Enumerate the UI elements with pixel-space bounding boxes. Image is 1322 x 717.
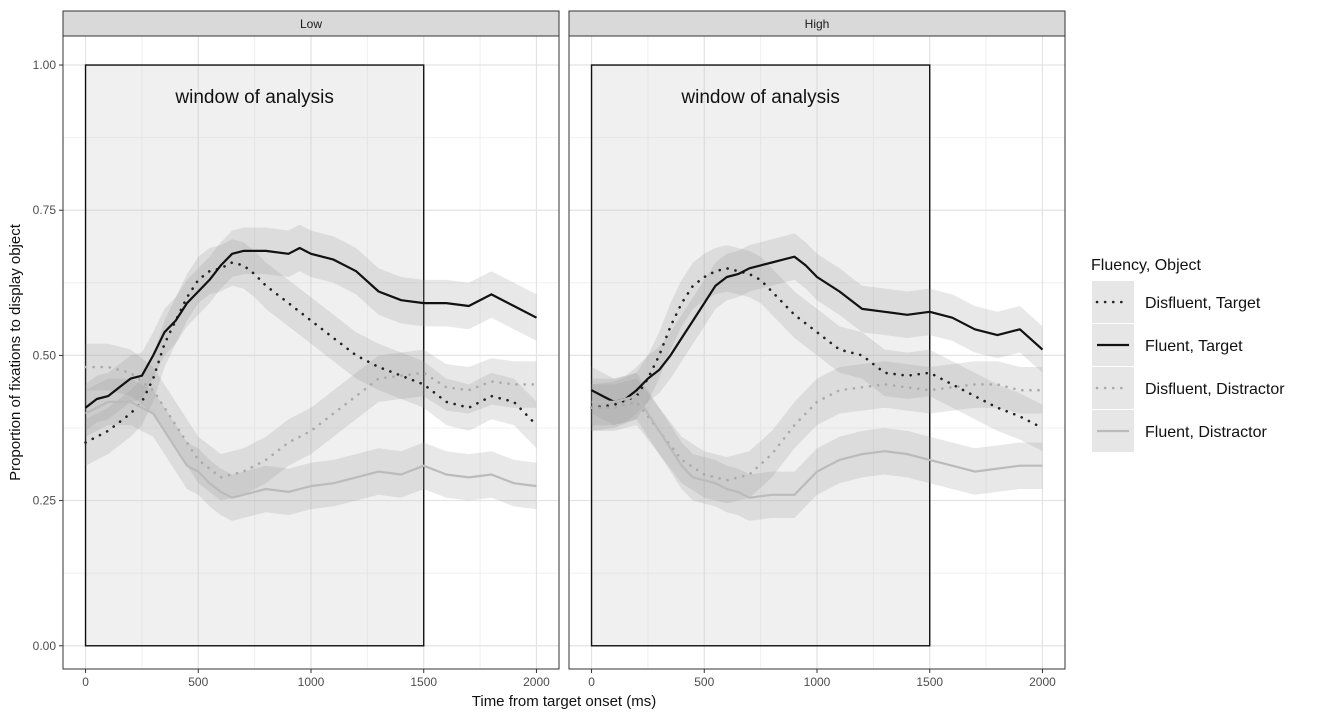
ribbon-disfluent-distractor xyxy=(591,361,1043,504)
x-tick-label: 2000 xyxy=(523,675,550,689)
legend-label: Fluent, Distractor xyxy=(1145,424,1267,441)
legend-title: Fluency, Object xyxy=(1091,257,1202,274)
facet-strip xyxy=(568,10,1066,37)
ribbon-fluent-target xyxy=(85,224,537,431)
x-tick-label: 1500 xyxy=(410,675,437,689)
series-line-fluent-distractor xyxy=(591,395,1043,499)
ribbon-fluent-distractor xyxy=(85,378,537,521)
ribbon-disfluent-target xyxy=(591,245,1043,452)
y-tick-label: 1.00 xyxy=(33,58,57,72)
x-tick-label: 0 xyxy=(82,675,89,689)
y-axis-title: Proportion of fixations to display objec… xyxy=(7,223,24,481)
x-tick-label: 2000 xyxy=(1029,675,1056,689)
y-tick-label: 0.25 xyxy=(33,494,57,508)
legend-label: Fluent, Target xyxy=(1145,338,1243,355)
facet-strip-label: High xyxy=(805,17,830,31)
window-of-analysis-rect xyxy=(84,64,425,647)
x-tick-label: 500 xyxy=(188,675,208,689)
series-line-fluent-target xyxy=(84,246,538,409)
y-tick-label: 0.75 xyxy=(33,203,57,217)
y-tick-label: 0.00 xyxy=(33,639,57,653)
series-line-disfluent-distractor xyxy=(84,365,538,479)
x-axis-title: Time from target onset (ms) xyxy=(472,693,656,710)
y-tick-label: 0.50 xyxy=(33,348,57,362)
x-tick-label: 1500 xyxy=(916,675,943,689)
facet-strip-label: Low xyxy=(300,17,322,31)
panel-high: window of analysis High 0 500 1000 1500 2000 xyxy=(568,10,1066,689)
legend-label: Disfluent, Target xyxy=(1145,295,1261,312)
legend: Fluency, Object Disfluent, Target Fluent, … xyxy=(1091,257,1285,452)
panel-low: window of analysis Low 0 500 1000 1500 2000 0.0… xyxy=(33,10,560,689)
legend-label: Disfluent, Distractor xyxy=(1145,381,1285,398)
window-of-analysis-rect xyxy=(590,64,931,647)
ribbon-disfluent-target xyxy=(85,239,537,466)
ribbon-disfluent-distractor xyxy=(85,343,537,501)
facet-strip xyxy=(62,10,560,37)
ribbon-fluent-distractor xyxy=(591,372,1043,521)
ribbon-fluent-target xyxy=(591,233,1043,426)
window-of-analysis-label: window of analysis xyxy=(680,87,839,108)
x-tick-label: 0 xyxy=(588,675,595,689)
x-tick-label: 500 xyxy=(694,675,714,689)
x-tick-label: 1000 xyxy=(298,675,325,689)
series-line-disfluent-distractor xyxy=(590,383,1044,482)
series-line-fluent-distractor xyxy=(84,400,537,499)
series-line-fluent-target xyxy=(590,255,1044,403)
window-of-analysis-label: window of analysis xyxy=(174,87,333,108)
x-tick-label: 1000 xyxy=(804,675,831,689)
